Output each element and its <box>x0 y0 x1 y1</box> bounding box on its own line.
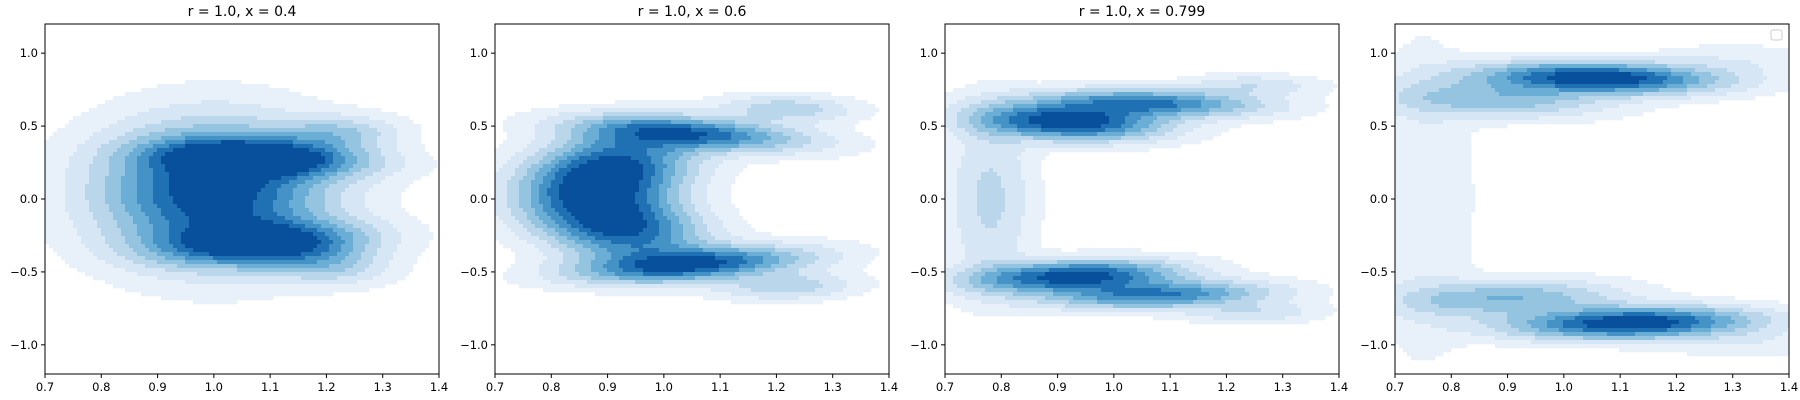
x-tick-label: 1.0 <box>655 380 673 394</box>
subplot-title: r = 1.0, x = 0.6 <box>638 4 747 20</box>
y-tick-label: −0.5 <box>460 265 488 279</box>
y-tick-label: 1.0 <box>1370 46 1388 60</box>
x-tick-label: 1.0 <box>1105 380 1123 394</box>
x-tick-label: 1.3 <box>1724 380 1742 394</box>
y-tick-label: 0.5 <box>1370 119 1388 133</box>
x-tick-label: 1.1 <box>711 380 729 394</box>
x-tick-label: 0.7 <box>36 380 54 394</box>
y-tick-label: 1.0 <box>470 46 488 60</box>
x-tick-label: 0.8 <box>992 380 1010 394</box>
x-tick-label: 1.3 <box>374 380 392 394</box>
x-tick-label: 1.4 <box>880 380 898 394</box>
x-tick-label: 0.9 <box>148 380 166 394</box>
y-tick-label: 0.0 <box>920 192 938 206</box>
x-tick-label: 1.2 <box>1667 380 1685 394</box>
x-tick-label: 1.4 <box>1330 380 1348 394</box>
x-tick-label: 1.3 <box>1274 380 1292 394</box>
y-tick-label: 0.5 <box>20 119 38 133</box>
x-tick-label: 1.0 <box>1555 380 1573 394</box>
y-tick-label: −1.0 <box>1360 338 1388 352</box>
y-tick-label: −1.0 <box>10 338 38 352</box>
y-tick-label: −0.5 <box>10 265 38 279</box>
x-tick-label: 1.1 <box>261 380 279 394</box>
x-tick-label: 0.7 <box>486 380 504 394</box>
y-tick-label: 0.0 <box>20 192 38 206</box>
legend-box <box>1770 29 1783 41</box>
subplot-2: 0.7 0.8 0.9 1.0 1.1 1.2 1.3 1.4 −1.0 −0.5 0.0 0.5 1.… <box>460 4 898 394</box>
x-tick-label: 0.7 <box>1386 380 1404 394</box>
y-tick-label: −1.0 <box>910 338 938 352</box>
x-tick-label: 1.2 <box>767 380 785 394</box>
x-tick-label: 1.1 <box>1161 380 1179 394</box>
x-tick-label: 1.3 <box>824 380 842 394</box>
subplot-1: 0.7 0.8 0.9 1.0 1.1 1.2 1.3 1.4 −1.0 −0.5 0.0 0.5 1.… <box>10 4 448 394</box>
density-contours <box>45 80 438 305</box>
x-tick-label: 0.7 <box>936 380 954 394</box>
density-contours <box>945 72 1338 325</box>
x-tick-label: 0.8 <box>92 380 110 394</box>
x-tick-label: 1.0 <box>205 380 223 394</box>
subplot-3: 0.7 0.8 0.9 1.0 1.1 1.2 1.3 1.4 −1.0 −0.5 0.0 0.5 1.… <box>910 4 1348 394</box>
y-tick-label: 0.5 <box>470 119 488 133</box>
x-tick-label: 0.9 <box>598 380 616 394</box>
x-tick-label: 0.9 <box>1498 380 1516 394</box>
subplot-4: 0.7 0.8 0.9 1.0 1.1 1.2 1.3 1.4 −1.0 −0.5 0.0 0.5 1.… <box>1360 23 1798 394</box>
y-tick-label: 0.0 <box>470 192 488 206</box>
density-contours <box>1395 36 1789 361</box>
x-tick-label: 0.9 <box>1048 380 1066 394</box>
subplot-title: r = 1.0, x = 0.799 <box>1079 4 1206 20</box>
x-tick-label: 1.4 <box>1780 380 1798 394</box>
density-contours <box>495 92 880 305</box>
x-tick-label: 0.8 <box>542 380 560 394</box>
y-tick-label: 0.0 <box>1370 192 1388 206</box>
x-tick-label: 0.8 <box>1442 380 1460 394</box>
subplot-title: r = 1.0, x = 0.4 <box>188 4 297 20</box>
x-tick-label: 1.4 <box>430 380 448 394</box>
y-tick-label: −0.5 <box>1360 265 1388 279</box>
y-tick-label: 0.5 <box>920 119 938 133</box>
y-tick-label: −1.0 <box>460 338 488 352</box>
y-tick-label: 1.0 <box>20 46 38 60</box>
x-tick-label: 1.2 <box>1217 380 1235 394</box>
y-tick-label: 1.0 <box>920 46 938 60</box>
x-tick-label: 1.2 <box>317 380 335 394</box>
y-tick-label: −0.5 <box>910 265 938 279</box>
x-tick-label: 1.1 <box>1611 380 1629 394</box>
